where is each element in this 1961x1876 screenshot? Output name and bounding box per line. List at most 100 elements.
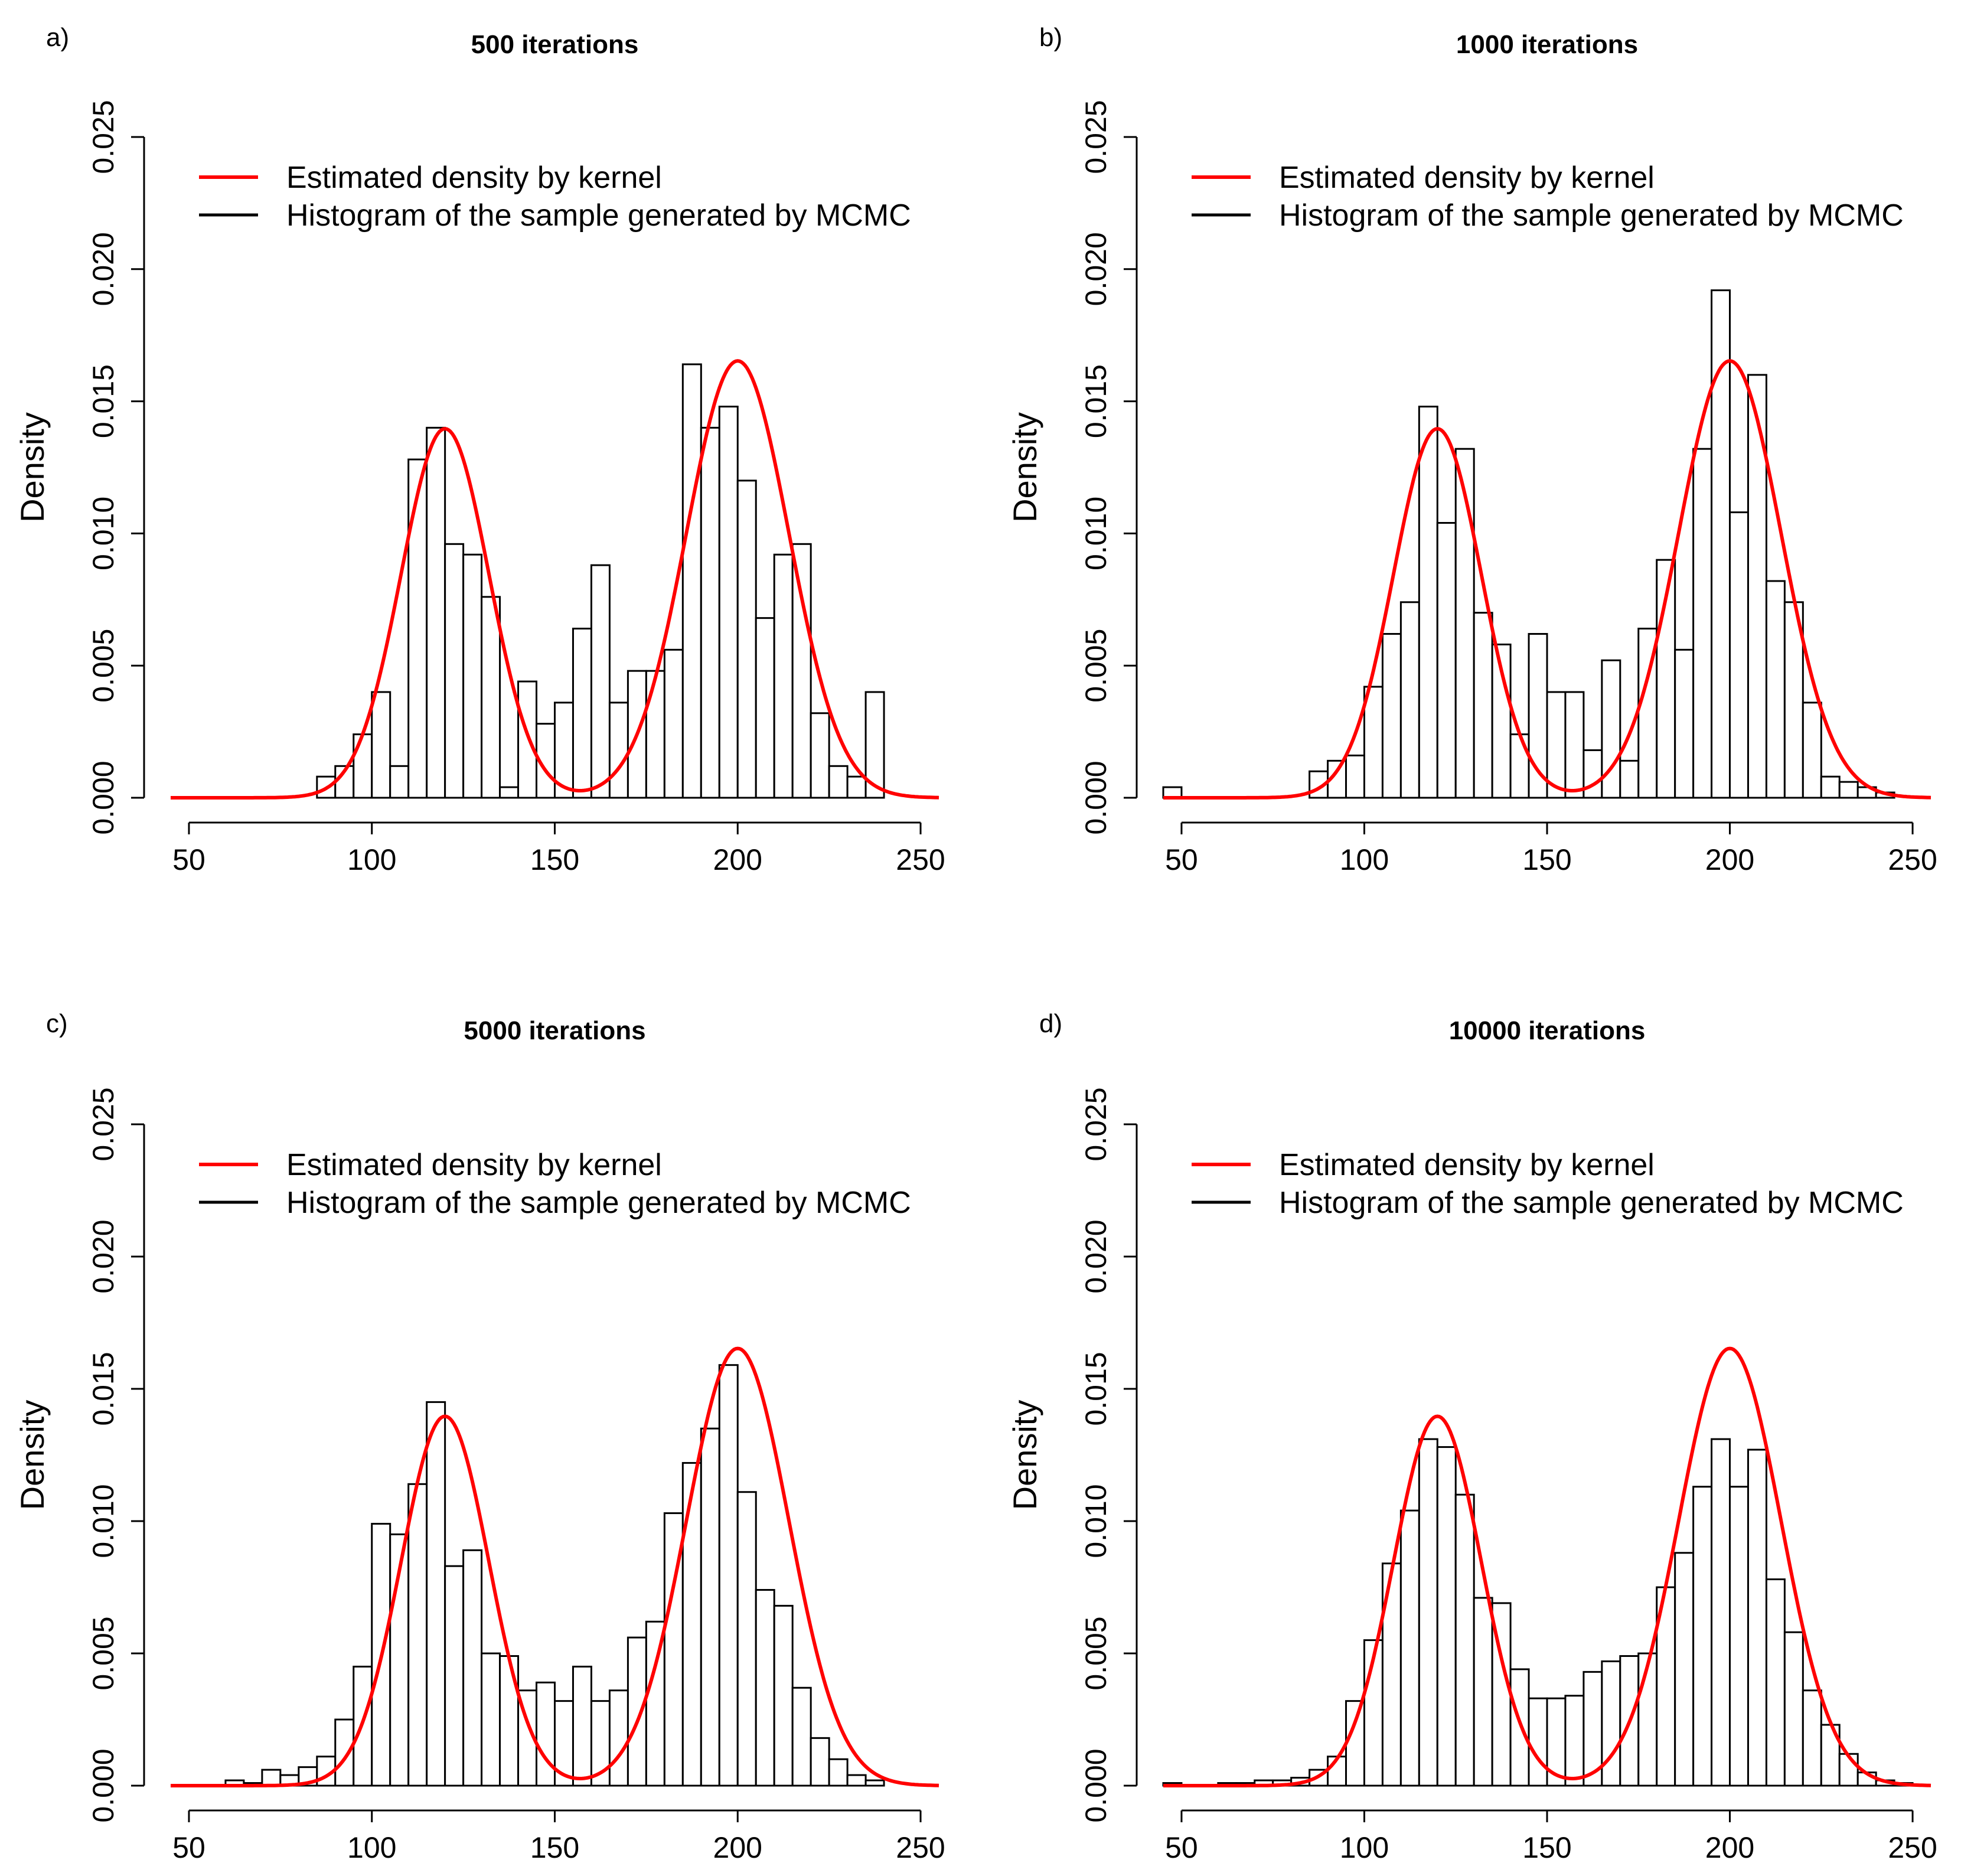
histogram-bar [481, 1652, 501, 1787]
y-tick-label: 0.015 [87, 1352, 120, 1425]
chart-panel-4: d) 10000 iterations 50 100 150 200 250 0.000 0.0… [1006, 1009, 1937, 1864]
y-tick-label: 0.020 [87, 232, 120, 306]
histogram-bar [1783, 1631, 1804, 1787]
histogram-bar [1309, 770, 1329, 799]
histogram-bar [1637, 1652, 1658, 1787]
y-axis-title: Density [1006, 412, 1043, 523]
chart-panel-2: b) 1000 iterations 50 100 150 200 250 0.000 0.00… [1006, 23, 1937, 876]
histogram-bar [1564, 691, 1585, 799]
histogram-bar [846, 775, 867, 799]
histogram-bar [1711, 289, 1731, 799]
histogram-bar [572, 628, 592, 799]
histogram-bar [590, 1700, 611, 1787]
histogram-bar [444, 543, 465, 799]
x-tick-label: 150 [1522, 843, 1571, 876]
histogram-bar [407, 458, 428, 799]
y-tick-label: 0.020 [87, 1219, 120, 1293]
histogram-bar [810, 712, 830, 799]
histogram-bar [517, 680, 538, 799]
x-tick-label: 100 [347, 1831, 396, 1864]
histogram-bar [1418, 406, 1438, 799]
x-tick-label: 250 [1888, 1831, 1937, 1864]
histogram-bar [700, 426, 720, 799]
histogram-bar [1436, 1446, 1457, 1787]
histogram-bar [407, 1483, 428, 1787]
histogram-bar [426, 1401, 446, 1787]
y-tick-label: 0.020 [1079, 232, 1112, 306]
histogram-bar [1692, 1486, 1713, 1787]
histogram-bar [1601, 1660, 1621, 1787]
y-tick-label: 0.010 [87, 497, 120, 570]
histogram-bar [1747, 374, 1767, 799]
histogram-bar [1838, 781, 1859, 799]
histogram-bar [481, 596, 501, 799]
histogram-bar [1564, 1695, 1585, 1787]
histogram-bar [462, 1549, 483, 1787]
panel-label: d) [1039, 1009, 1062, 1038]
y-tick-label: 0.015 [1079, 364, 1112, 438]
density-curve [1163, 359, 1931, 800]
histogram-bar [700, 1427, 720, 1787]
y-tick-label: 0.000 [1079, 761, 1112, 834]
histogram-bar [1473, 1597, 1493, 1787]
y-tick-label: 0.025 [87, 100, 120, 174]
histogram-bar [1509, 1668, 1530, 1787]
y-tick-label: 0.010 [1079, 497, 1112, 570]
x-tick-label: 100 [1340, 843, 1389, 876]
histogram-bar [371, 691, 391, 799]
panel-label: c) [46, 1009, 68, 1038]
histogram-bar [736, 479, 757, 799]
histogram-bar [663, 1512, 684, 1787]
x-tick-label: 250 [1888, 843, 1937, 876]
histogram-bar [1509, 733, 1530, 799]
histogram-bar [1747, 1448, 1767, 1787]
y-tick-label: 0.005 [1079, 629, 1112, 703]
y-tick-label: 0.005 [87, 629, 120, 703]
density-curve [171, 359, 939, 800]
histogram-bar [810, 1737, 830, 1787]
x-tick-label: 50 [1165, 843, 1198, 876]
chart-title: 500 iterations [471, 30, 639, 59]
histogram-bar [1765, 1578, 1786, 1787]
histogram-bar [663, 648, 684, 799]
x-tick-label: 200 [1705, 843, 1754, 876]
x-tick-label: 150 [530, 843, 579, 876]
histogram-bar [828, 765, 849, 799]
histogram-bar [1619, 1655, 1640, 1787]
chart-title: 5000 iterations [464, 1016, 645, 1045]
legend-label-kernel: Estimated density by kernel [286, 161, 662, 195]
chart-title: 10000 iterations [1449, 1016, 1646, 1045]
histogram-bar [736, 1491, 757, 1787]
histogram-bar [718, 406, 739, 799]
legend-label-histogram: Histogram of the sample generated by MCM… [286, 198, 911, 233]
histogram-bar [1674, 1552, 1695, 1787]
histogram-bar [1454, 448, 1475, 799]
histogram-bar [1473, 612, 1493, 799]
y-tick-label: 0.005 [87, 1616, 120, 1690]
legend-label-histogram: Histogram of the sample generated by MCM… [1279, 198, 1904, 233]
x-tick-label: 100 [347, 843, 396, 876]
legend-label-histogram: Histogram of the sample generated by MCM… [1279, 1186, 1904, 1220]
x-tick-label: 50 [172, 843, 205, 876]
histogram-bar [1619, 759, 1640, 799]
histogram-bar [828, 1758, 849, 1787]
histogram-bar [334, 1718, 355, 1787]
y-axis-title: Density [14, 1400, 51, 1510]
y-axis-title: Density [14, 412, 51, 523]
legend-label-histogram: Histogram of the sample generated by MCM… [286, 1186, 911, 1220]
histogram-bar [846, 1774, 867, 1787]
histogram-bar [1381, 632, 1402, 799]
x-tick-label: 150 [1522, 1831, 1571, 1864]
histogram-bar [1729, 511, 1749, 799]
histogram-bar [1528, 1697, 1548, 1787]
histogram-bar [1674, 648, 1695, 799]
histogram-bar [1345, 1700, 1365, 1787]
x-tick-label: 50 [172, 1831, 205, 1864]
histogram-bar [572, 1665, 592, 1787]
y-tick-label: 0.015 [1079, 1352, 1112, 1425]
histogram-bar [1692, 448, 1713, 799]
